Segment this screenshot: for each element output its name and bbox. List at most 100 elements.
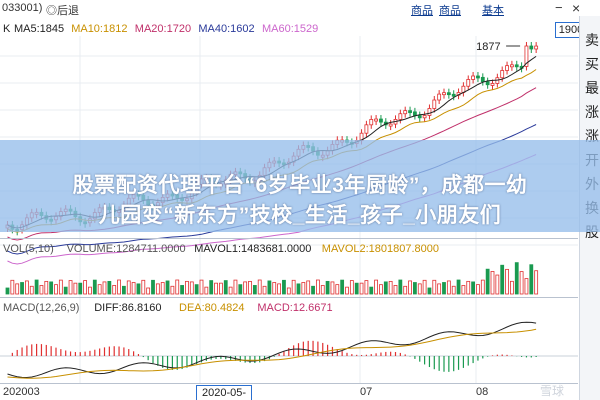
volume-bar xyxy=(311,285,315,295)
volume-bar xyxy=(451,285,456,295)
sidebar-label[interactable]: 最 xyxy=(585,80,599,96)
legend-label: MAVOL1:1483681.0000 xyxy=(194,243,312,255)
volume-bar xyxy=(422,279,427,295)
volume-bar xyxy=(165,280,170,295)
candle-body xyxy=(471,75,476,80)
panel-divider xyxy=(0,383,578,384)
legend-label: MA40:1602 xyxy=(198,23,255,35)
candle-body xyxy=(437,93,442,101)
candle-body xyxy=(432,99,437,109)
candle-body xyxy=(509,64,514,68)
volume-bar xyxy=(5,287,10,295)
legend-label: MA10:1812 xyxy=(71,23,128,35)
sidebar-label[interactable]: 涨 xyxy=(585,104,599,120)
volume-bar xyxy=(291,279,296,295)
volume-bar xyxy=(476,284,480,295)
volume-bar xyxy=(218,282,223,295)
volume-bar xyxy=(519,271,524,295)
volume-bar xyxy=(155,283,160,295)
volume-bar xyxy=(267,280,272,295)
volume-bar xyxy=(112,285,117,295)
volume-bar xyxy=(335,284,340,295)
volume-bar xyxy=(524,278,529,295)
volume-bar xyxy=(534,270,539,295)
volume-bar xyxy=(78,282,83,295)
volume-bar xyxy=(257,279,262,295)
volume-bar xyxy=(136,283,141,295)
volume-bar xyxy=(88,286,92,295)
volume-bar xyxy=(185,280,189,295)
volume-bar xyxy=(490,271,495,295)
volume-bar xyxy=(180,285,185,295)
volume-bar xyxy=(131,282,136,295)
candle-body xyxy=(514,64,519,68)
volume-bar xyxy=(374,279,379,295)
close-button[interactable]: × xyxy=(572,0,581,16)
volume-bar xyxy=(442,282,446,295)
link-item[interactable]: 商品 xyxy=(411,5,433,17)
volume-bar xyxy=(383,281,388,295)
volume-bar xyxy=(223,280,228,295)
volume-bar xyxy=(83,280,87,295)
volume-bar xyxy=(417,283,422,295)
volume-bar xyxy=(437,283,442,295)
volume-bar xyxy=(24,280,29,295)
volume-bar xyxy=(301,282,306,295)
volume-bar xyxy=(398,279,403,295)
sidebar-label[interactable]: 买 xyxy=(585,56,599,72)
legend-label: MAVOL2:1801807.8000 xyxy=(321,243,440,255)
volume-bar xyxy=(189,281,194,295)
volume-bar xyxy=(432,279,437,295)
volume-bar xyxy=(514,262,519,295)
x-axis-label: 08 xyxy=(476,386,489,398)
volume-bar xyxy=(126,280,131,295)
candle-body xyxy=(422,115,427,119)
watermark-text: 雪球 xyxy=(540,384,565,398)
sidebar-label[interactable]: 卖 xyxy=(585,32,599,48)
candle-body xyxy=(427,108,432,116)
volume-bar xyxy=(209,280,214,295)
legend-label: DEA:80.4824 xyxy=(179,302,245,314)
candle-body xyxy=(451,93,456,97)
candle-body xyxy=(480,76,485,83)
legend-label: MA20:1720 xyxy=(134,23,192,35)
legend-label: DIFF:86.8160 xyxy=(94,302,162,314)
legend-label: VOL(5,10) xyxy=(3,243,54,255)
volume-bar xyxy=(471,281,476,295)
volume-bar xyxy=(228,286,233,295)
volume-bar xyxy=(194,284,199,295)
link-item[interactable]: 商品 xyxy=(439,5,461,17)
candle-body xyxy=(442,92,446,96)
panel-divider xyxy=(0,297,578,298)
volume-bar xyxy=(122,285,126,295)
volume-bar xyxy=(330,281,335,295)
link-basic[interactable]: 基本 xyxy=(482,5,504,17)
candle-body xyxy=(379,118,383,123)
volume-bar xyxy=(403,285,408,295)
volume-bar xyxy=(388,280,393,295)
candle-body xyxy=(364,124,369,134)
volume-bar xyxy=(15,283,20,295)
volume-bar xyxy=(117,279,121,295)
volume-bar xyxy=(340,279,345,295)
headline-line-1: 股票配资代理平台“6岁毕业3年厨龄”，成都一幼 xyxy=(72,174,528,197)
minimize-button[interactable]: − xyxy=(555,0,563,15)
volume-bar xyxy=(369,286,374,295)
back-button[interactable]: ◎后退 xyxy=(46,5,79,17)
candle-body xyxy=(534,45,539,50)
volume-bar xyxy=(446,280,451,295)
volume-bar xyxy=(505,268,509,295)
candle-body xyxy=(374,118,379,122)
x-axis-label: 202003 xyxy=(3,386,40,398)
volume-bar xyxy=(107,280,112,295)
volume-bar xyxy=(34,279,39,295)
volume-bar xyxy=(359,282,364,295)
legend-label: VOLUME:1284711.0000 xyxy=(66,243,186,255)
headline-line-2: 儿园变“新东方”技校_生活_孩子_小朋友们 xyxy=(98,204,502,227)
volume-bar xyxy=(68,280,73,295)
volume-bar xyxy=(408,280,412,295)
volume-bar xyxy=(529,264,534,295)
stock-code-tab[interactable]: 033001) xyxy=(2,2,43,14)
volume-bar xyxy=(354,282,359,295)
